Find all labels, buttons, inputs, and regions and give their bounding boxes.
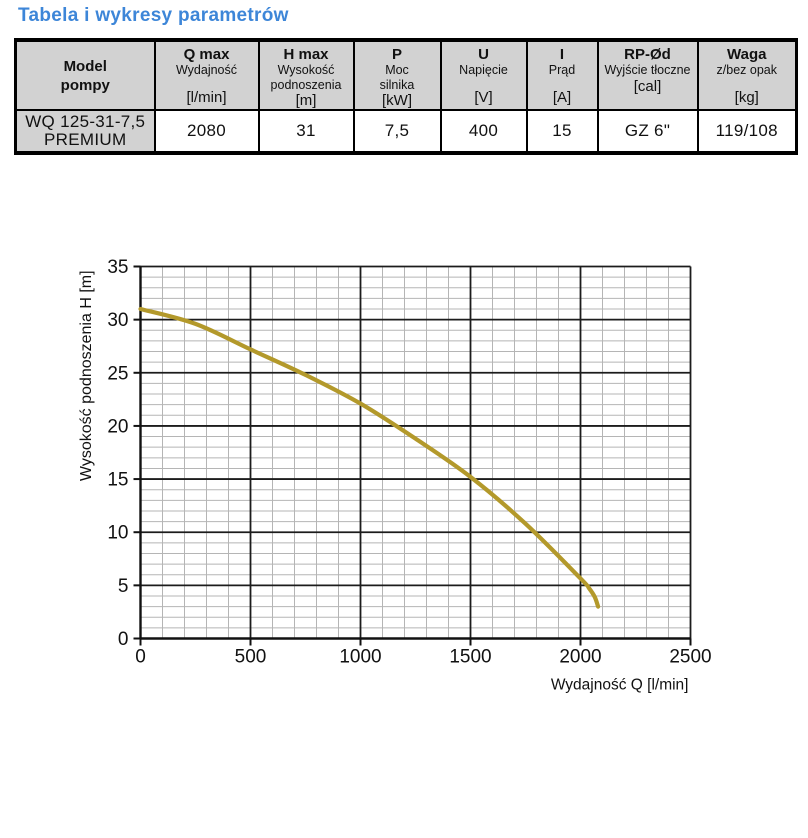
col-header-hmax-unit: [m]: [295, 92, 317, 109]
col-header-weight-unit: [kg]: [734, 89, 759, 106]
cell-hmax: 31: [257, 109, 355, 154]
col-header-voltage: U Napięcie [V]: [439, 39, 528, 111]
col-header-weight-sub: z/bez opak: [716, 63, 777, 77]
col-header-qmax-label: Q max: [183, 46, 230, 63]
x-tick-label: 2000: [559, 647, 601, 668]
pump-parameters-table: Model pompy Q max Wydajność [l/min] H ma…: [14, 38, 798, 155]
cell-current: 15: [525, 109, 599, 154]
col-header-hmax-sub: Wysokość podnoszenia: [270, 63, 342, 92]
y-tick-label: 20: [107, 416, 128, 437]
x-tick-label: 1500: [449, 647, 491, 668]
y-tick-label: 25: [107, 363, 128, 384]
x-axis-title: Wydajność Q [l/min]: [551, 677, 689, 694]
col-header-outlet-label: RP-Ød: [624, 46, 671, 63]
col-header-voltage-unit: [V]: [474, 89, 493, 106]
col-header-current-sub: Prąd: [548, 63, 576, 77]
y-axis-title: Wysokość podnoszenia H [m]: [78, 270, 95, 481]
x-tick-label: 0: [135, 647, 146, 668]
col-header-hmax: H max Wysokość podnoszenia [m]: [257, 39, 355, 111]
x-tick-label: 1000: [339, 647, 381, 668]
page-title: Tabela i wykresy parametrów: [18, 5, 289, 26]
cell-model: WQ 125-31-7,5 PREMIUM: [14, 109, 156, 154]
table-row: WQ 125-31-7,5 PREMIUM 2080 31 7,5 400 15…: [14, 109, 798, 154]
col-header-power-unit: [kW]: [382, 92, 412, 109]
cell-power: 7,5: [352, 109, 442, 154]
y-tick-label: 0: [118, 629, 129, 650]
col-header-power-label: P: [391, 46, 402, 63]
col-header-outlet-sub: Wyjście tłoczne: [604, 63, 691, 77]
col-header-qmax-unit: [l/min]: [186, 89, 227, 106]
cell-qmax: 2080: [153, 109, 260, 154]
col-header-qmax: Q max Wydajność [l/min]: [153, 39, 260, 111]
col-header-current-label: I: [559, 46, 565, 63]
x-tick-label: 2500: [669, 647, 711, 668]
col-header-hmax-label: H max: [283, 46, 329, 63]
y-tick-label: 30: [107, 310, 128, 331]
col-header-weight-label: Waga: [727, 46, 767, 63]
cell-voltage: 400: [439, 109, 528, 154]
cell-weight: 119/108: [696, 109, 798, 154]
col-header-model-label: Model pompy: [60, 58, 110, 94]
x-tick-label: 500: [235, 647, 267, 668]
col-header-power-sub: Moc silnika: [379, 63, 415, 92]
y-tick-label: 35: [107, 257, 128, 278]
pump-curve: [138, 306, 601, 609]
col-header-current: I Prąd [A]: [525, 39, 599, 111]
cell-outlet: GZ 6": [596, 109, 699, 154]
col-header-weight: Waga z/bez opak [kg]: [696, 39, 798, 111]
col-header-outlet-unit: [cal]: [633, 77, 662, 95]
col-header-outlet: RP-Ød Wyjście tłoczne [cal]: [596, 39, 699, 111]
col-header-qmax-sub: Wydajność: [175, 63, 238, 77]
y-tick-label: 5: [118, 576, 129, 597]
col-header-model: Model pompy: [14, 39, 156, 111]
col-header-power: P Moc silnika [kW]: [352, 39, 442, 111]
col-header-voltage-label: U: [478, 46, 489, 63]
y-tick-label: 15: [107, 470, 128, 491]
col-header-current-unit: [A]: [552, 89, 572, 106]
col-header-voltage-sub: Napięcie: [459, 63, 508, 77]
table-header: Model pompy Q max Wydajność [l/min] H ma…: [14, 39, 798, 111]
y-tick-label: 10: [107, 523, 128, 544]
